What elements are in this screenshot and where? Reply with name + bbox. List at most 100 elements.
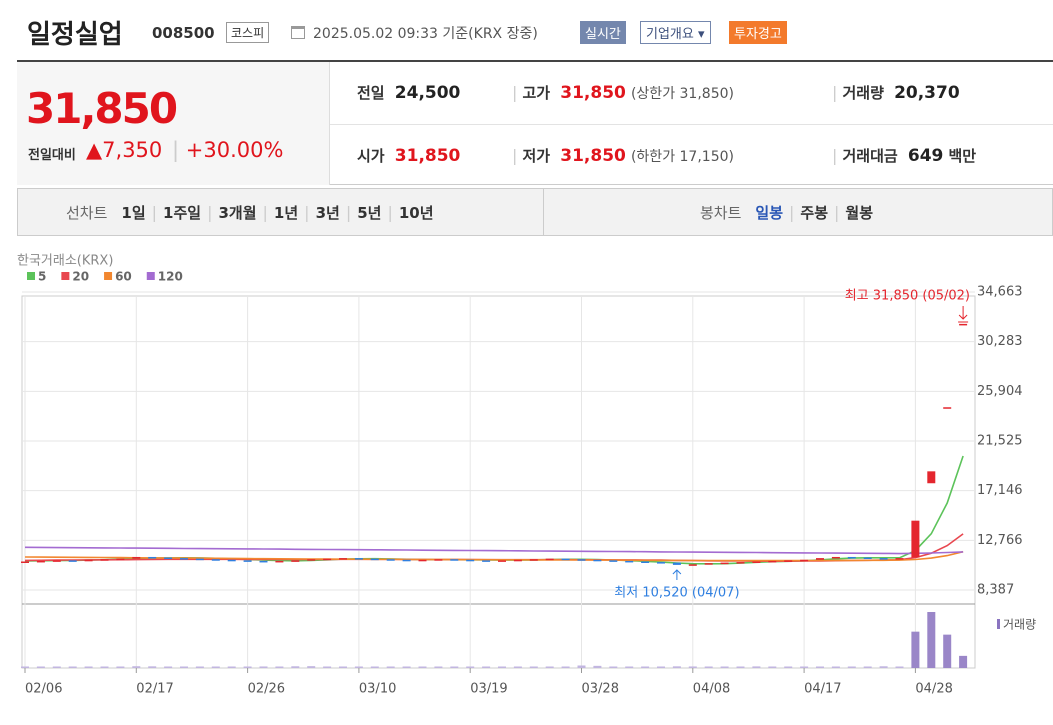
line-tabs: 선차트 1일 | 1주일 | 3개월 | 1년 | 3년 | 5년 | 10년 bbox=[66, 202, 434, 223]
tab-separator: | bbox=[207, 203, 213, 222]
volume-bar bbox=[466, 666, 475, 668]
realtime-badge[interactable]: 실시간 bbox=[580, 21, 626, 44]
candle bbox=[577, 559, 586, 561]
legend-label: 5 bbox=[38, 270, 46, 284]
y-tick-label: 17,146 bbox=[977, 483, 1023, 498]
candle bbox=[657, 562, 665, 564]
volume-bar bbox=[784, 666, 793, 668]
tab-group-label: 봉차트 bbox=[700, 204, 742, 222]
stat: | 고가 31,850 (상한가 31,850) bbox=[512, 83, 734, 103]
candle bbox=[641, 561, 650, 563]
volume-bar bbox=[513, 666, 522, 668]
candle bbox=[863, 557, 872, 560]
volume-bar bbox=[879, 666, 888, 668]
candle bbox=[164, 557, 173, 560]
x-tick-label: 02/17 bbox=[136, 682, 173, 697]
basis: 기준(KRX 장중) bbox=[442, 26, 538, 42]
candle bbox=[418, 559, 427, 562]
volume-bar bbox=[577, 665, 586, 668]
candle bbox=[927, 471, 936, 484]
stat-unit: 백만 bbox=[948, 147, 977, 165]
volume-bar bbox=[68, 666, 77, 668]
candle bbox=[784, 560, 793, 562]
high-arrow bbox=[958, 306, 969, 323]
volume-bar bbox=[625, 666, 634, 668]
volume-bar bbox=[609, 666, 618, 668]
stat-label: 고가 bbox=[522, 84, 551, 102]
tab[interactable]: 10년 bbox=[398, 204, 434, 222]
candle bbox=[736, 562, 745, 564]
x-tick-label: 04/17 bbox=[804, 682, 841, 697]
stat-value: 20,370 bbox=[894, 83, 960, 103]
tab[interactable]: 일봉 bbox=[755, 204, 784, 222]
volume-bar bbox=[863, 666, 872, 668]
tab[interactable]: 1주일 bbox=[163, 204, 202, 222]
stat-value: 31,850 bbox=[560, 83, 626, 103]
volume-bar bbox=[927, 612, 936, 668]
source: 한국거래소(KRX) bbox=[17, 254, 113, 269]
candle bbox=[847, 556, 856, 559]
y-tick-label: 34,663 bbox=[977, 285, 1023, 300]
volume-bar bbox=[386, 666, 395, 668]
candle bbox=[768, 560, 777, 563]
volume-bar bbox=[116, 666, 125, 668]
candle bbox=[943, 407, 952, 409]
tab-separator: | bbox=[387, 203, 393, 222]
volume-bar bbox=[227, 666, 236, 668]
tab[interactable]: 1일 bbox=[121, 204, 146, 222]
candle bbox=[227, 559, 236, 562]
stat: | 거래량 20,370 bbox=[832, 83, 960, 103]
candle bbox=[148, 556, 157, 559]
candle bbox=[529, 559, 538, 561]
stat-note: (하한가 17,150) bbox=[630, 149, 734, 165]
candle bbox=[354, 558, 363, 560]
candle-tabs: 봉차트 일봉 | 주봉 | 월봉 bbox=[700, 202, 873, 223]
company-button[interactable]: 기업개요 ▾ bbox=[640, 21, 711, 44]
candle bbox=[593, 559, 602, 562]
volume-bar bbox=[943, 634, 952, 668]
volume-bar bbox=[450, 666, 459, 668]
volume-bar bbox=[704, 666, 713, 668]
volume-bar bbox=[339, 666, 347, 668]
volume-bar bbox=[148, 666, 157, 668]
tab[interactable]: 5년 bbox=[357, 204, 382, 222]
candle bbox=[84, 559, 93, 562]
market-badge: 코스피 bbox=[226, 22, 270, 43]
candle bbox=[370, 558, 379, 561]
x-tick-label: 03/19 bbox=[470, 682, 507, 697]
x-tick-label: 03/28 bbox=[582, 682, 619, 697]
volume-bar bbox=[545, 666, 554, 668]
candle bbox=[672, 562, 681, 565]
volume-bar bbox=[243, 666, 252, 668]
legend-label: 60 bbox=[115, 270, 132, 284]
row-divider bbox=[330, 124, 1053, 125]
stock-code: 008500 bbox=[152, 24, 215, 42]
legend-swatch bbox=[104, 272, 113, 280]
candle bbox=[259, 560, 268, 563]
volume-bar bbox=[132, 666, 141, 668]
company-text: 기업개요 bbox=[646, 27, 694, 42]
tab[interactable]: 3년 bbox=[315, 204, 340, 222]
volume-bar bbox=[52, 666, 61, 668]
tab[interactable]: 월봉 bbox=[845, 204, 874, 222]
candle bbox=[275, 560, 284, 563]
date: 2025.05.02 09:33 bbox=[313, 26, 438, 42]
tab[interactable]: 1년 bbox=[273, 204, 299, 222]
volume-bar bbox=[641, 666, 650, 668]
volume-legend-mark bbox=[997, 619, 1000, 629]
low-label: 최저 10,520 (04/07) bbox=[614, 586, 739, 601]
volume-bar bbox=[354, 666, 363, 668]
volume-bar bbox=[434, 666, 443, 668]
datetime: 2025.05.02 09:33 기준(KRX 장중) bbox=[313, 23, 538, 43]
candle bbox=[52, 560, 61, 562]
x-tick-label: 02/26 bbox=[248, 682, 285, 697]
price-panel bbox=[17, 62, 330, 185]
candle bbox=[466, 559, 475, 562]
volume-bar bbox=[498, 666, 506, 668]
volume-bar bbox=[402, 666, 411, 668]
tab[interactable]: 3개월 bbox=[218, 204, 257, 222]
volume-bar bbox=[84, 666, 93, 668]
calendar-icon bbox=[291, 26, 305, 39]
tab[interactable]: 주봉 bbox=[800, 204, 829, 222]
